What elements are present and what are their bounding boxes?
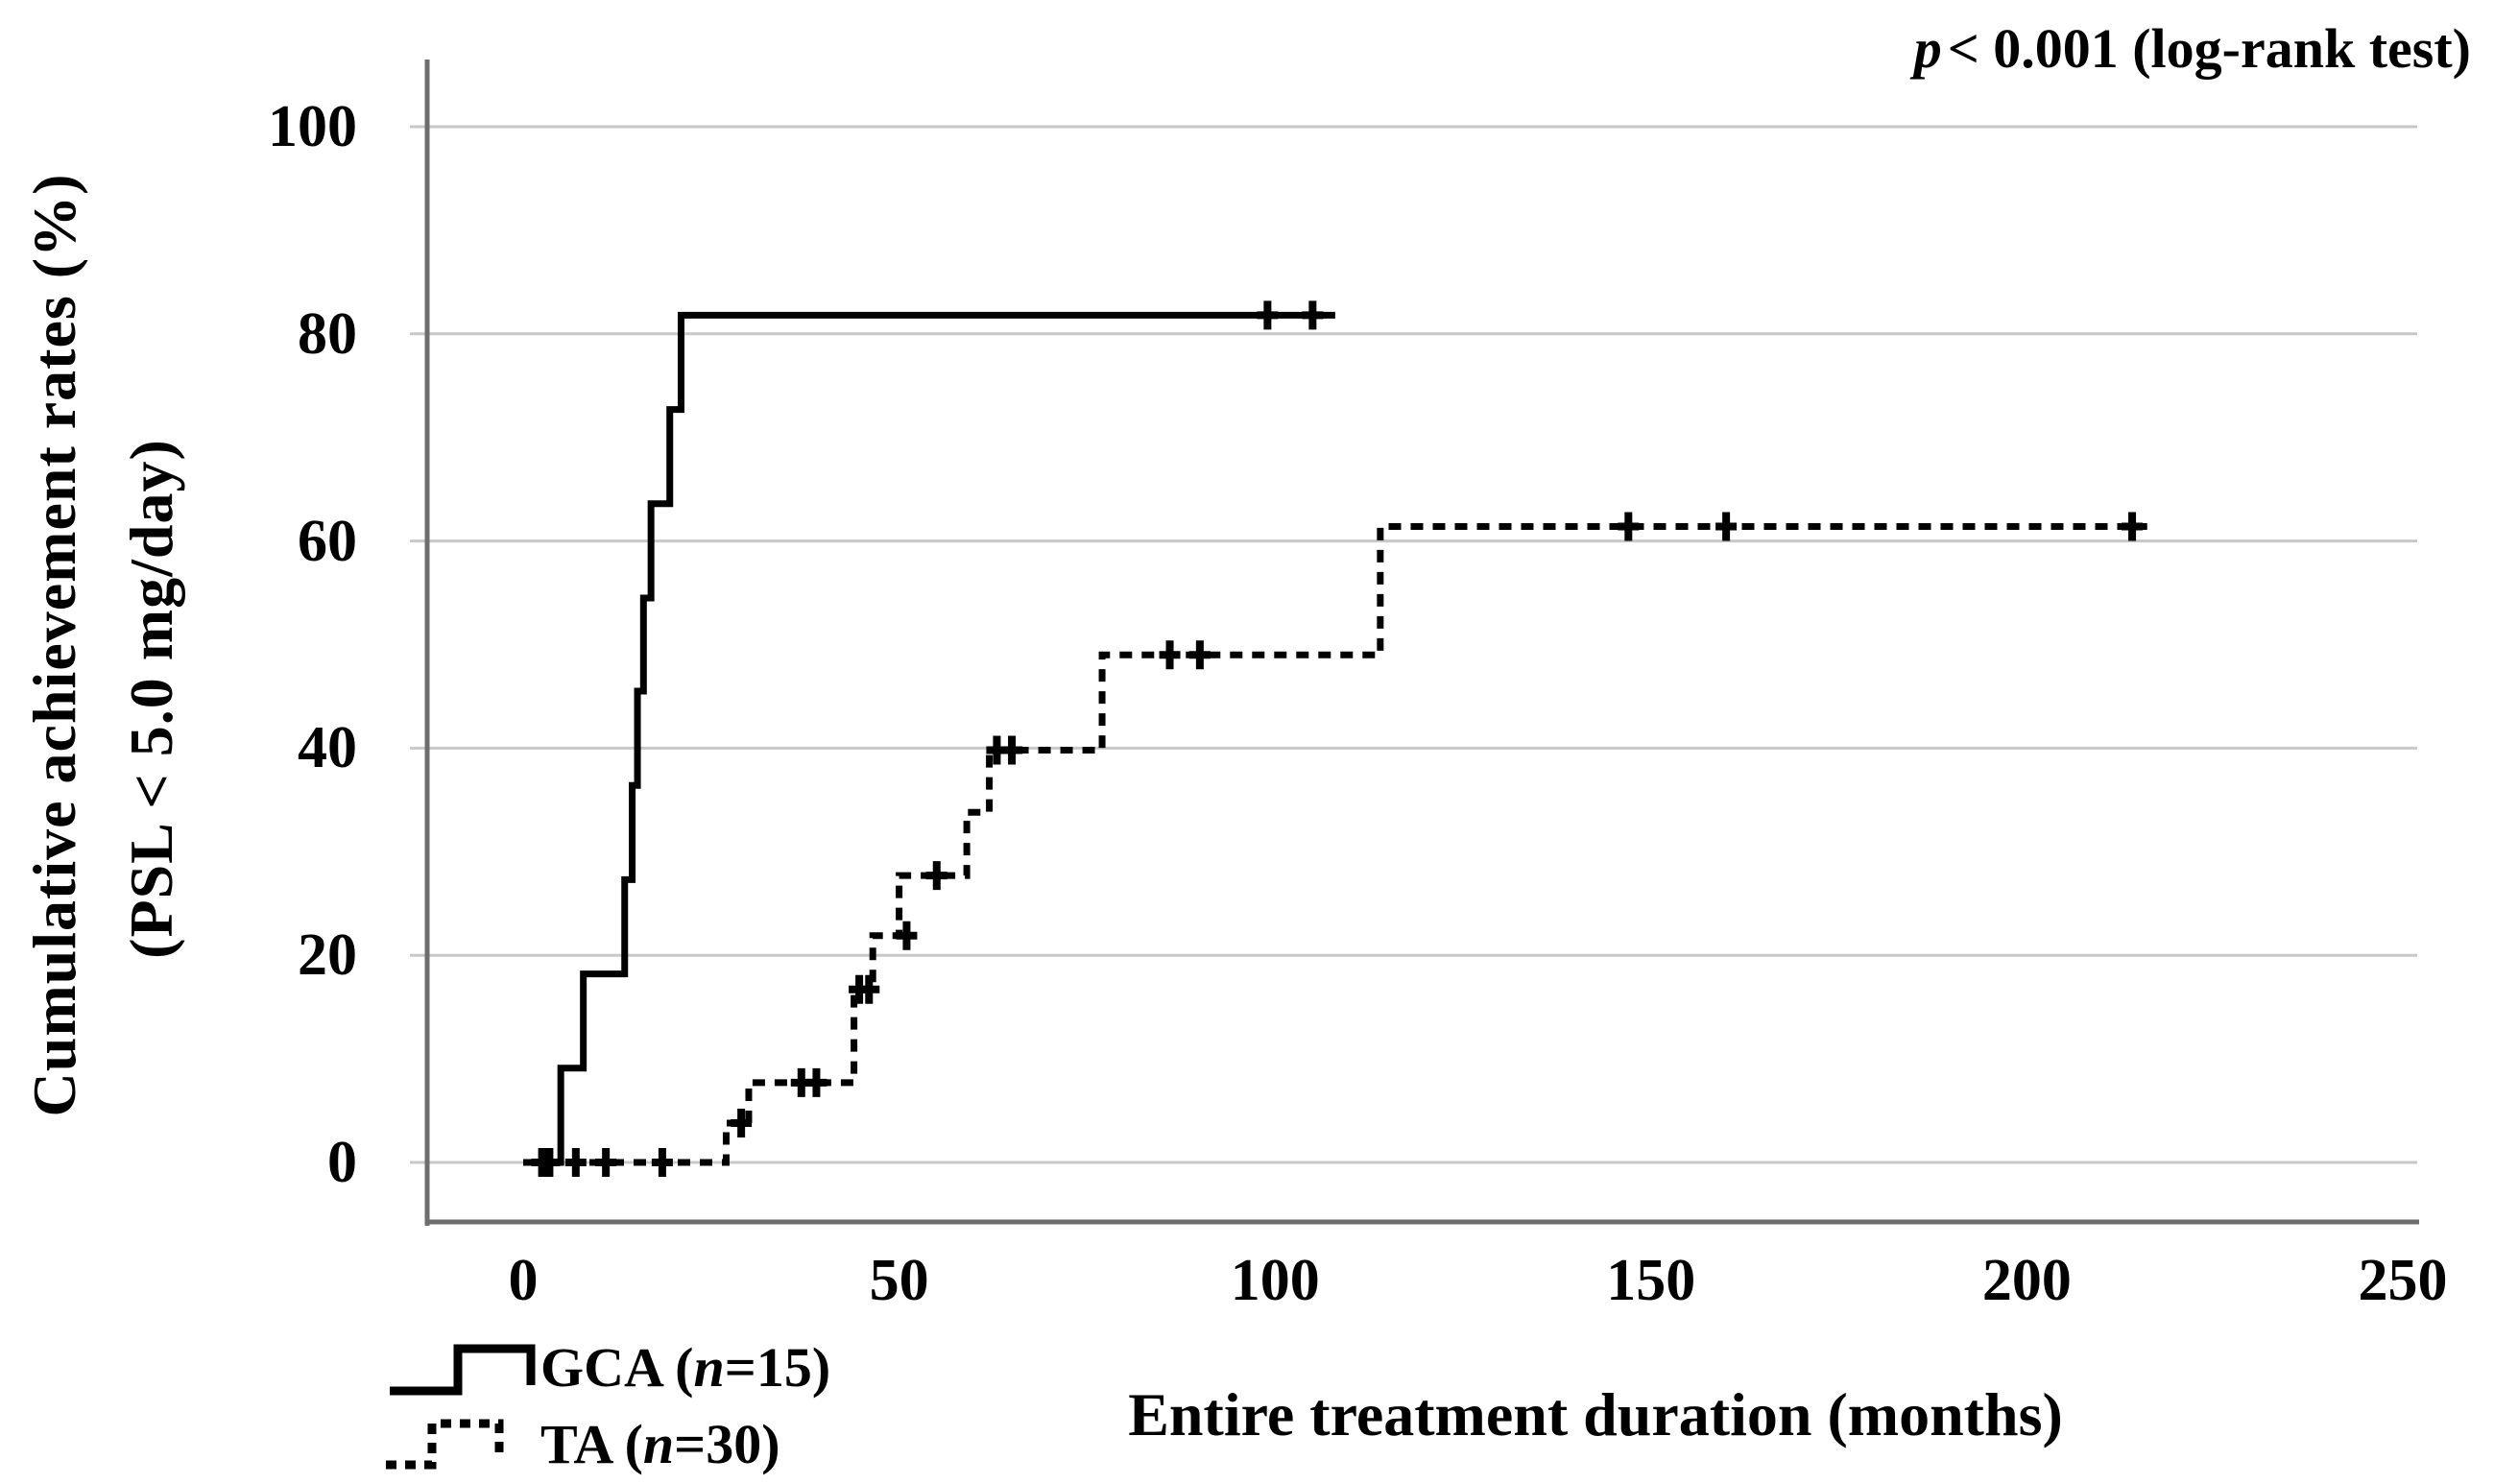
ta-curve (523, 522, 2147, 1166)
censor-marks (531, 300, 2144, 1177)
ta-censor-mark (925, 861, 947, 891)
y-tick-label-80: 80 (298, 300, 357, 367)
legend-gca-label: GCA (n=15) (540, 1340, 830, 1396)
legend-ta-symbol (386, 1419, 504, 1470)
axes (424, 60, 2419, 1226)
x-tick-label-200: 200 (1981, 1248, 2072, 1313)
x-axis-title: Entire treatment duration (months) (1128, 1380, 2063, 1448)
ta-censor-mark (731, 1108, 753, 1137)
ta-censor-mark (805, 1067, 827, 1097)
x-tick-label-150: 150 (1606, 1248, 1696, 1313)
gca-censor-mark (1257, 300, 1279, 330)
ta-censor-mark (2122, 512, 2144, 541)
p-value-annotation: p < 0.001 (log-rank test) (1914, 15, 2471, 83)
x-tick-label-50: 50 (869, 1248, 929, 1313)
x-tick-label-100: 100 (1230, 1248, 1320, 1313)
gca-curve (523, 311, 1335, 1166)
ta-censor-mark (858, 974, 880, 1004)
legend-symbols (386, 1344, 536, 1470)
p-italic: p (1913, 17, 1942, 80)
ta-censor-mark (651, 1148, 673, 1177)
survival-curves (523, 311, 2147, 1166)
ta-censor-mark (535, 1148, 557, 1177)
y-tick-label-100: 100 (268, 94, 357, 159)
legend-gca-text-post: =15) (724, 1336, 831, 1399)
legend-ta-text-pre: TA ( (540, 1413, 643, 1475)
ta-censor-mark (1001, 735, 1023, 765)
legend-gca-text-pre: GCA ( (540, 1336, 694, 1399)
x-tick-label-250: 250 (2358, 1248, 2448, 1313)
y-tick-label-0: 0 (327, 1130, 357, 1195)
legend-gca-n-italic: n (693, 1336, 725, 1399)
gridlines (410, 125, 2417, 1164)
ta-censor-mark (595, 1148, 617, 1177)
ta-censor-mark (1159, 640, 1181, 670)
legend-gca-symbol (390, 1344, 536, 1396)
ta-censor-mark (564, 1148, 587, 1177)
y-axis-title-line1: Cumulative achievement rates (%) (20, 173, 88, 1117)
ta-censor-mark (1188, 640, 1211, 670)
ta-censor-mark (896, 921, 918, 950)
legend-ta-n-italic: n (642, 1413, 675, 1475)
y-tick-label-40: 40 (298, 715, 357, 781)
ta-censor-mark (1715, 512, 1738, 541)
legend-ta-label: TA (n=30) (540, 1417, 780, 1472)
p-value-text: < 0.001 (log-rank test) (1947, 17, 2471, 80)
legend-ta-text-post: =30) (674, 1413, 780, 1475)
y-tick-label-20: 20 (298, 922, 357, 989)
y-tick-label-60: 60 (298, 508, 357, 574)
x-tick-label-0: 0 (508, 1248, 539, 1313)
ta-censor-mark (1618, 512, 1640, 541)
gca-censor-mark (1302, 300, 1324, 330)
